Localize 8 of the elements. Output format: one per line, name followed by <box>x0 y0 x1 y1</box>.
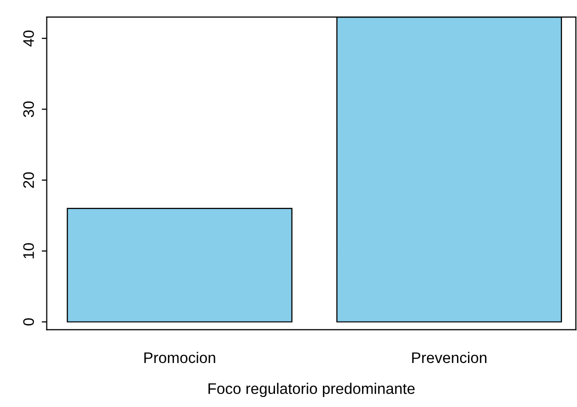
x-tick-label: Prevencion <box>412 352 486 364</box>
y-tick-label: 30 <box>23 101 34 118</box>
x-axis-title: Foco regulatorio predominante <box>208 382 415 398</box>
y-tick-label: 0 <box>23 318 34 326</box>
y-tick-label: 10 <box>23 243 34 258</box>
x-tick-label: Promocion <box>144 352 216 364</box>
y-tick-label: 20 <box>23 172 34 188</box>
y-tick-label: 40 <box>23 30 34 47</box>
